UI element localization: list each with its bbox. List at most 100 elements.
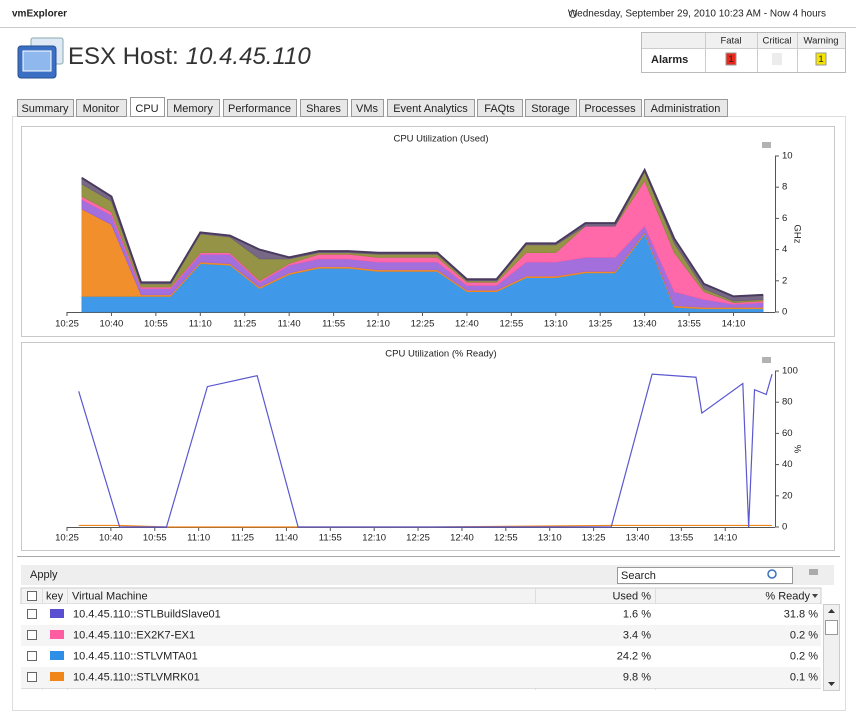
y-tick-label: 6 [782,213,787,224]
apply-button[interactable]: Apply [30,569,58,581]
scrollbar-thumb[interactable] [825,620,838,635]
tab-label[interactable]: Administration [651,103,721,115]
key-swatch [50,651,64,660]
tab-label[interactable]: CPU [135,103,158,115]
x-tick-label: 12:55 [499,319,523,330]
tab-label[interactable]: Processes [584,103,636,115]
x-tick-label: 12:40 [455,319,479,330]
alarm-indicator [772,53,782,65]
row-checkbox[interactable] [27,630,37,640]
search-placeholder[interactable]: Search [621,570,656,582]
column-header[interactable]: Used % [612,590,651,602]
tab[interactable] [300,99,348,117]
tab[interactable] [387,99,475,117]
alarm-indicator [725,52,737,66]
tab-label[interactable]: FAQts [484,103,515,115]
y-tick-label: 0 [782,522,787,533]
tab[interactable] [351,99,384,117]
x-tick-label: 10:40 [100,319,124,330]
alarm-count: 1 [728,54,733,65]
tab-label[interactable]: Storage [531,103,570,115]
search-box[interactable] [617,567,793,584]
y-tick-label: 40 [782,459,793,470]
tab-label[interactable]: Memory [173,103,213,115]
timestamp: Wednesday, September 29, 2010 10:23 AM -… [568,9,826,20]
x-tick-label: 11:25 [231,533,254,544]
alarms-panel: Alarms Fatal 1 Critical Warning 1 [641,32,846,73]
chart-title: CPU Utilization (% Ready) [385,349,496,360]
table-row [21,604,821,625]
alarm-indicator [815,52,827,66]
column-header[interactable]: key [46,590,64,602]
ready-pct: 0.1 % [790,671,818,683]
used-pct: 3.4 % [623,629,651,641]
used-pct: 24.2 % [617,650,651,662]
ready-pct: 31.8 % [784,608,818,620]
y-tick-label: 8 [782,182,787,193]
y-tick-label: 20 [782,490,793,501]
host-icon [17,37,64,79]
tab[interactable] [76,99,127,117]
scroll-down[interactable] [828,682,835,686]
x-tick-label: 12:55 [494,533,518,544]
tab-label[interactable]: VMs [356,103,379,115]
x-tick-label: 13:55 [669,533,693,544]
row-checkbox[interactable] [27,672,37,682]
y-tick-label: 10 [782,151,793,162]
key-swatch [50,672,64,681]
x-tick-label: 10:25 [55,319,79,330]
tab[interactable] [477,99,523,117]
line-series [78,373,773,528]
alarm-count: 1 [818,54,823,65]
tab[interactable] [579,99,642,117]
key-swatch [50,630,64,639]
sort-arrow [812,594,818,598]
tab-label[interactable]: Monitor [83,103,120,115]
x-tick-label: 11:40 [278,319,301,330]
scrollbar-track[interactable] [823,604,840,691]
x-tick-label: 11:55 [322,319,345,330]
x-tick-label: 12:10 [366,319,390,330]
x-tick-label: 14:10 [722,319,746,330]
x-tick-label: 13:10 [544,319,568,330]
x-tick-label: 10:55 [144,319,168,330]
table-row [21,667,821,688]
row-checkbox[interactable] [27,651,37,661]
x-tick-label: 13:40 [633,319,657,330]
x-tick-label: 10:25 [55,533,79,544]
x-tick-label: 11:10 [187,533,210,544]
tab[interactable] [167,99,220,117]
x-tick-label: 12:40 [450,533,474,544]
tab[interactable] [223,99,297,117]
x-tick-label: 13:25 [588,319,612,330]
x-tick-label: 11:25 [233,319,256,330]
vm-name: 10.4.45.110::STLVMRK01 [73,671,200,683]
row-checkbox[interactable] [27,609,37,619]
column-header[interactable]: Virtual Machine [72,590,148,602]
y-axis-label: % [791,445,802,454]
clock-icon [569,10,577,18]
alarm-column-header: Warning [803,36,838,47]
y-tick-label: 4 [782,244,787,255]
alarm-column-header: Fatal [720,36,741,47]
y-axis-label: GHz [791,225,802,244]
column-header[interactable]: % Ready [765,590,810,602]
tab-label[interactable]: Summary [21,103,69,115]
x-tick-label: 13:40 [626,533,650,544]
x-tick-label: 13:10 [538,533,562,544]
tab-label[interactable]: Shares [306,103,341,115]
tab[interactable] [17,99,74,117]
tab[interactable] [130,97,165,117]
scroll-up[interactable] [828,609,835,613]
chart-title: CPU Utilization (Used) [393,134,488,145]
alarms-label: Alarms [651,54,688,66]
tab[interactable] [525,99,577,117]
tab-label[interactable]: Event Analytics [393,103,468,115]
tab-label[interactable]: Performance [228,103,291,115]
tab[interactable] [644,99,728,117]
x-tick-label: 14:10 [713,533,737,544]
search-icon[interactable] [767,569,777,579]
x-tick-label: 13:25 [582,533,606,544]
header-checkbox[interactable] [27,591,37,601]
used-pct: 1.6 % [623,608,651,620]
